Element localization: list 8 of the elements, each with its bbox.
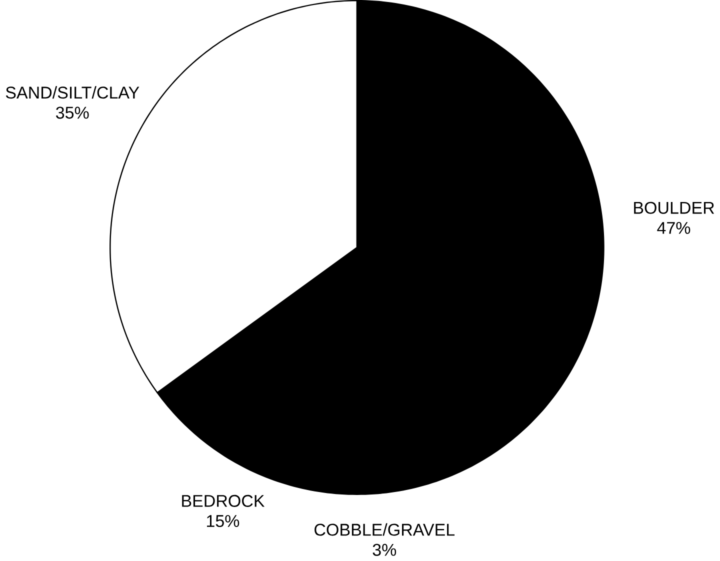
slice-label: BEDROCK <box>182 494 265 507</box>
data-label: 15% <box>207 515 240 528</box>
slice-label: BOULDER <box>634 202 714 214</box>
data-label: 3% <box>372 544 396 556</box>
data-label: 47% <box>657 222 690 234</box>
slice-label: COBBLE/GRAVEL <box>314 523 455 536</box>
data-label: 35% <box>56 106 89 119</box>
slice-label: SAND/SILT/CLAY <box>6 86 140 99</box>
